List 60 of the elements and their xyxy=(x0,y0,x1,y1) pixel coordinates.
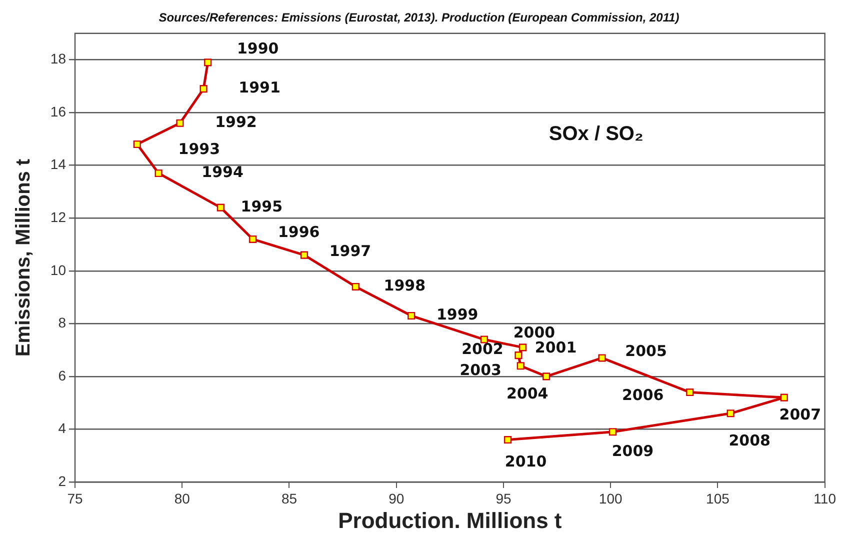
annotation: 2007 xyxy=(779,405,822,424)
annotation: 1996 xyxy=(278,223,320,242)
x-tick-label: 105 xyxy=(706,490,730,506)
y-tick-label: 10 xyxy=(50,262,66,278)
point xyxy=(408,312,416,320)
annotation: 1997 xyxy=(329,242,372,260)
point xyxy=(608,428,617,436)
point xyxy=(133,140,141,148)
x-tick-label: 90 xyxy=(388,490,404,506)
annotation: 2006 xyxy=(622,386,664,404)
x-tick-label: 80 xyxy=(174,490,190,506)
annotation: 2002 xyxy=(462,340,504,358)
point xyxy=(598,354,606,362)
y-tick-label: 4 xyxy=(58,420,66,436)
y-tick-label: 8 xyxy=(58,314,66,331)
x-tick-label: 95 xyxy=(496,490,512,506)
point xyxy=(200,85,208,93)
y-tick-label: 16 xyxy=(50,103,66,120)
point xyxy=(176,119,184,127)
point xyxy=(518,344,527,352)
annotation: 2009 xyxy=(612,442,654,460)
x-tick-label: 75 xyxy=(67,490,83,506)
annotation: 2004 xyxy=(506,384,548,402)
point xyxy=(216,204,224,212)
point xyxy=(780,394,788,402)
x-tick-label: 110 xyxy=(814,490,836,506)
point xyxy=(504,436,512,444)
annotation: 1991 xyxy=(238,78,280,97)
point xyxy=(352,282,360,291)
point xyxy=(726,410,734,418)
point xyxy=(300,251,308,259)
point xyxy=(154,169,162,178)
annotation: 1994 xyxy=(202,163,244,182)
x-axis-title: Production. Millions t xyxy=(338,508,562,533)
x-tick-label: 85 xyxy=(281,490,298,506)
chart-title: Sources/References: Emissions (Eurostat, 2013). Production (European Commission, 2011) xyxy=(158,10,680,25)
point xyxy=(686,388,694,396)
y-tick-label: 14 xyxy=(50,156,66,172)
annotation: 1993 xyxy=(178,140,220,158)
point xyxy=(514,352,522,360)
point xyxy=(516,362,524,370)
point xyxy=(249,235,257,244)
y-axis-title: Emissions, Millions t xyxy=(12,158,35,357)
annotation: 1995 xyxy=(240,197,283,216)
y-tick-label: 6 xyxy=(58,367,66,384)
annotation: 1990 xyxy=(236,39,279,58)
annotation: 2003 xyxy=(460,360,502,379)
y-tick-label: 18 xyxy=(50,50,66,67)
annotation: 2010 xyxy=(504,452,547,471)
point xyxy=(542,372,550,380)
annotation: 2008 xyxy=(728,431,770,450)
y-tick-label: 2 xyxy=(58,472,66,489)
annotation: 1992 xyxy=(215,113,257,132)
x-tick-label: 100 xyxy=(598,490,622,506)
annotation: 1998 xyxy=(384,276,426,295)
y-tick-label: 12 xyxy=(50,208,66,225)
point xyxy=(204,58,212,66)
annotation: SOx / SO₂ xyxy=(548,122,644,145)
annotation: 2005 xyxy=(625,342,667,360)
annotation: 1999 xyxy=(436,306,478,324)
